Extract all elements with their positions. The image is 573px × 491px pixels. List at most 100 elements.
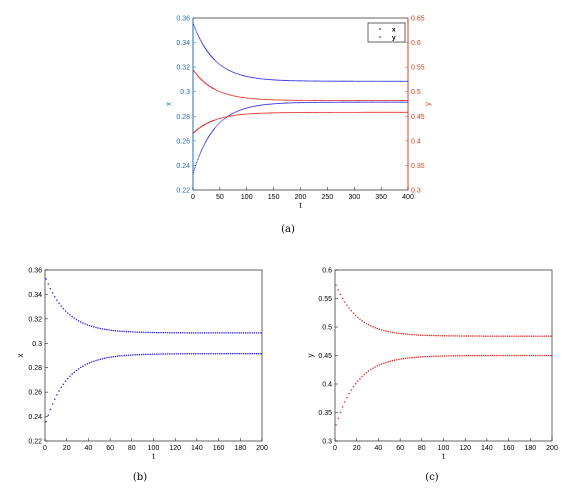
data-point-series-lower xyxy=(437,355,439,357)
data-point-series-upper xyxy=(151,331,154,334)
data-point-series-upper xyxy=(162,331,165,334)
data-point-y-upper xyxy=(355,99,357,102)
data-point-series-lower xyxy=(171,353,173,355)
data-point-y-lower xyxy=(289,112,291,114)
data-point-x-lower xyxy=(376,101,378,103)
x-tick-label: 20 xyxy=(353,445,361,452)
data-point-series-upper xyxy=(99,327,102,330)
data-point-series-upper xyxy=(380,329,383,331)
data-point-series-lower xyxy=(80,366,82,369)
data-point-series-lower xyxy=(149,353,151,355)
data-point-series-upper xyxy=(383,329,385,332)
data-point-series-lower xyxy=(199,352,201,355)
data-point-series-upper xyxy=(129,331,132,333)
data-point-y-lower xyxy=(378,111,380,113)
data-point-series-lower xyxy=(47,414,50,416)
data-point-y-upper xyxy=(235,95,237,97)
data-point-y-upper xyxy=(303,99,305,101)
data-point-series-lower xyxy=(177,353,180,355)
data-point-x-upper xyxy=(355,80,357,82)
data-point-series-upper xyxy=(90,325,93,328)
y-right-tick-label: 0.6 xyxy=(411,40,421,47)
data-point-x-lower xyxy=(377,101,379,103)
data-point-y-upper xyxy=(383,100,385,102)
data-point-y-upper xyxy=(285,99,288,101)
data-point-series-upper xyxy=(372,326,374,328)
data-point-x-lower xyxy=(246,107,248,109)
data-point-series-upper xyxy=(532,335,535,337)
data-point-series-upper xyxy=(199,332,201,334)
data-point-series-lower xyxy=(524,354,526,357)
data-point-series-upper xyxy=(419,334,422,336)
data-point-x-upper xyxy=(308,80,310,82)
data-point-x-upper xyxy=(235,72,237,74)
data-point-series-upper xyxy=(404,333,407,335)
data-point-y-lower xyxy=(269,112,271,114)
data-point-x-upper xyxy=(364,80,366,82)
data-point-x-upper xyxy=(194,27,196,30)
data-point-y-lower xyxy=(347,111,349,113)
data-point-series-lower xyxy=(205,352,208,355)
data-point-y-upper xyxy=(307,99,309,101)
data-point-series-upper xyxy=(441,334,444,337)
data-point-y-upper xyxy=(301,99,303,101)
data-point-y-upper xyxy=(397,100,399,102)
data-point-x-lower xyxy=(312,101,314,103)
data-point-series-lower xyxy=(378,364,381,366)
data-point-x-lower xyxy=(327,101,330,103)
data-point-x-upper xyxy=(274,79,276,81)
data-point-y-lower xyxy=(226,116,228,118)
x-tick-label: 300 xyxy=(348,194,360,201)
data-point-y-upper xyxy=(384,100,386,102)
data-point-y-upper xyxy=(398,100,400,102)
data-point-y-lower xyxy=(290,112,292,114)
data-point-x-upper xyxy=(381,80,383,82)
data-point-y-lower xyxy=(348,111,350,113)
data-point-series-lower xyxy=(179,353,182,355)
data-point-series-lower xyxy=(413,356,415,359)
data-point-series-upper xyxy=(253,332,256,334)
data-point-x-upper xyxy=(290,80,292,82)
data-point-y-lower xyxy=(368,111,370,113)
data-point-x-lower xyxy=(255,105,257,107)
data-point-x-lower xyxy=(259,104,261,106)
data-point-series-lower xyxy=(140,353,143,356)
data-point-x-lower xyxy=(294,102,296,104)
data-point-x-upper xyxy=(374,80,376,82)
data-point-x-upper xyxy=(293,80,295,82)
data-point-x-lower xyxy=(199,152,202,154)
data-point-series-upper xyxy=(456,335,459,337)
data-point-series-upper xyxy=(398,332,400,335)
data-point-y-lower xyxy=(388,111,390,113)
data-point-series-upper xyxy=(136,331,138,333)
data-point-x-upper xyxy=(236,73,238,75)
data-point-y-upper xyxy=(237,96,239,98)
data-point-x-lower xyxy=(375,101,377,103)
data-point-series-lower xyxy=(493,354,496,357)
data-point-x-lower xyxy=(245,107,247,109)
data-point-series-upper xyxy=(519,335,522,337)
data-point-y-lower xyxy=(387,111,389,113)
data-point-series-upper xyxy=(526,335,528,337)
data-point-y-lower xyxy=(230,115,232,117)
data-point-x-upper xyxy=(280,79,282,81)
data-point-x-lower xyxy=(307,101,309,104)
data-point-series-upper xyxy=(437,334,439,337)
data-point-x-lower xyxy=(402,101,404,103)
data-point-y-upper xyxy=(253,98,255,100)
data-point-x-lower xyxy=(204,143,206,145)
data-point-x-lower xyxy=(347,101,349,103)
data-point-y-lower xyxy=(325,111,327,113)
data-point-series-lower xyxy=(99,358,102,360)
data-point-y-upper xyxy=(349,99,351,102)
data-point-x-lower xyxy=(288,102,290,104)
data-point-series-upper xyxy=(173,332,175,334)
data-point-x-lower xyxy=(224,117,226,119)
data-point-y-lower xyxy=(276,112,278,114)
data-point-series-lower xyxy=(374,366,376,368)
data-point-x-lower xyxy=(249,106,251,108)
data-point-y-upper xyxy=(361,99,363,102)
data-point-x-upper xyxy=(251,76,253,79)
data-point-series-lower xyxy=(158,353,160,355)
x-tick-label: 80 xyxy=(128,445,136,452)
